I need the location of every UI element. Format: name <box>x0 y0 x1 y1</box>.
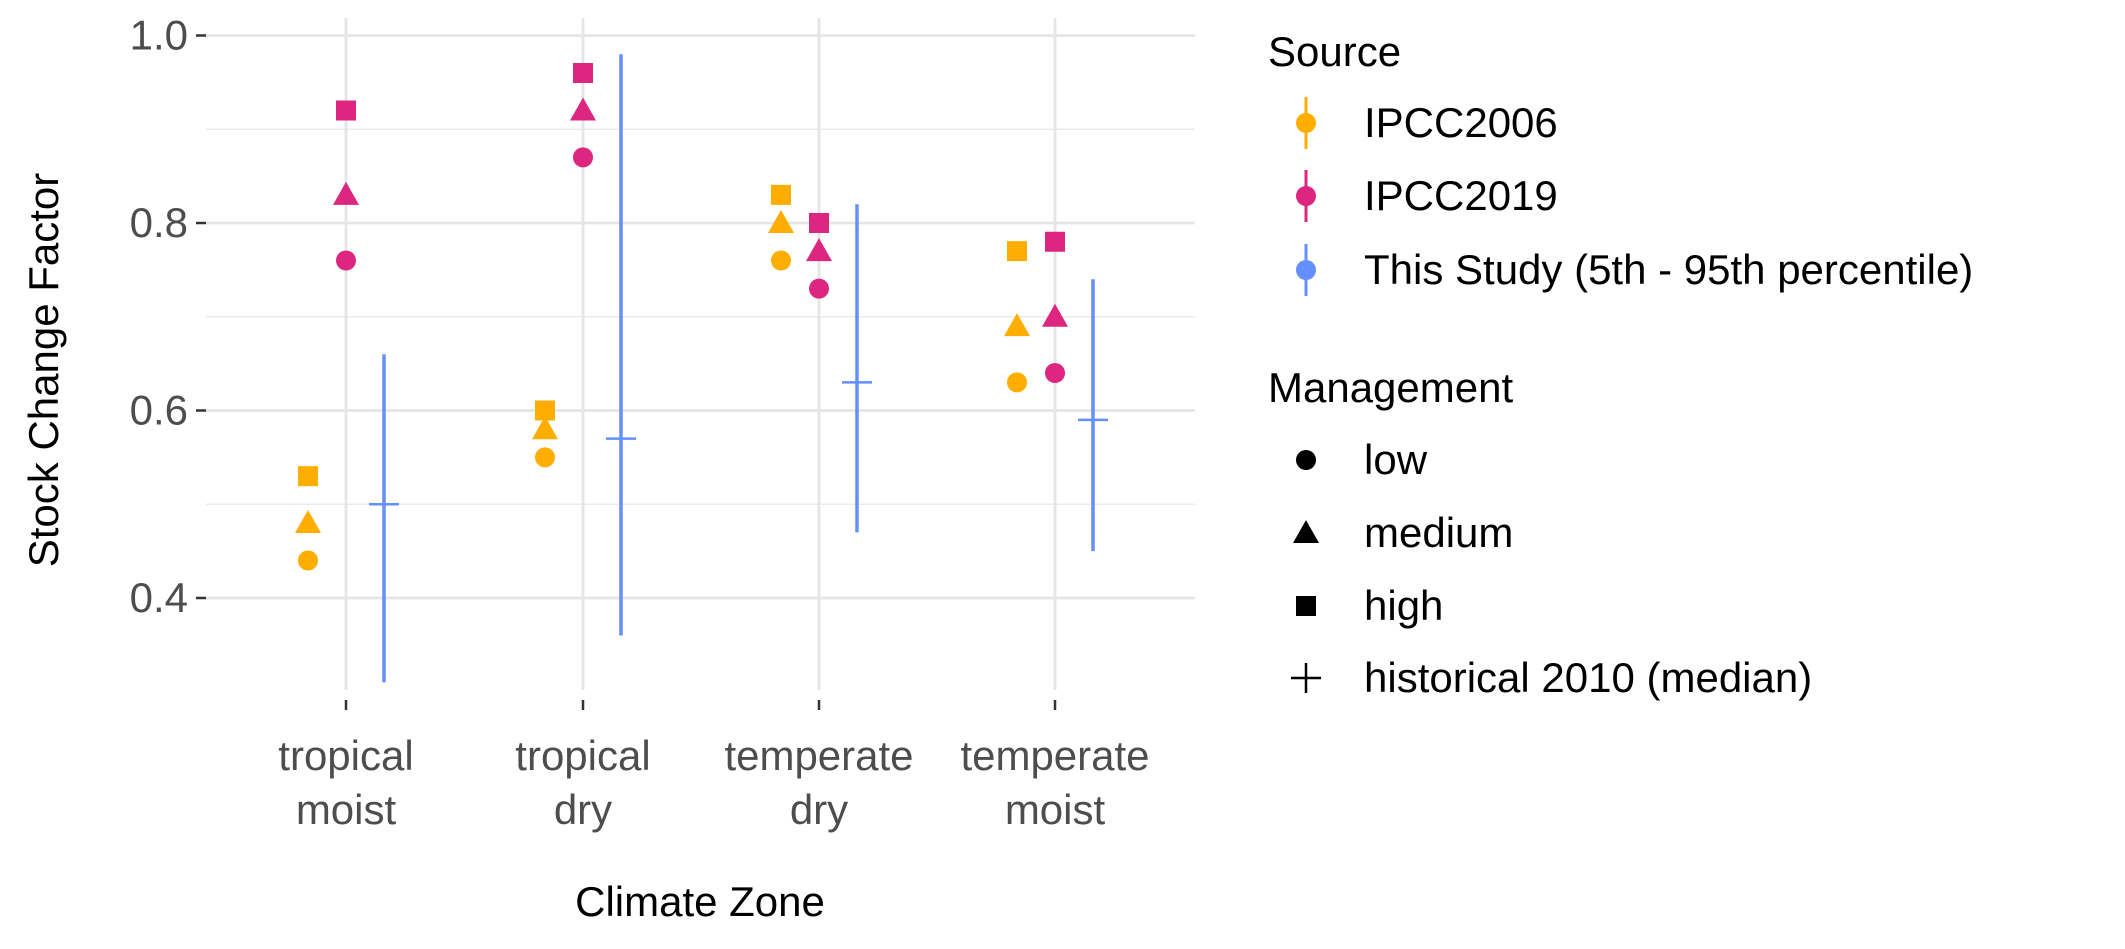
point-medium <box>1042 303 1068 327</box>
x-tick-label: tropical <box>278 732 413 779</box>
legend: Source Management IPCC2006 IPCC2019 This S… <box>1268 28 1973 701</box>
point-low <box>1045 363 1065 383</box>
x-tick-label: moist <box>296 786 397 833</box>
point-low <box>336 250 356 271</box>
point-medium <box>1004 313 1030 337</box>
point-medium <box>570 97 596 121</box>
plot-marks <box>295 54 1108 683</box>
legend-source-item: IPCC2019 <box>1296 170 1558 222</box>
point-medium <box>768 210 794 233</box>
legend-management-item: high <box>1296 582 1443 629</box>
legend-source-item: IPCC2006 <box>1296 97 1558 149</box>
x-axis-title: Climate Zone <box>575 878 825 925</box>
legend-source-dot <box>1296 260 1316 280</box>
point-low <box>573 147 593 168</box>
legend-management-item: medium <box>1293 509 1513 556</box>
point-high <box>298 466 318 487</box>
x-tick-label: moist <box>1005 786 1106 833</box>
y-tick-label: 0.8 <box>130 199 188 246</box>
point-high <box>1045 231 1065 252</box>
legend-management-label: historical 2010 (median) <box>1364 654 1812 701</box>
point-high <box>809 213 829 233</box>
y-axis-title: Stock Change Factor <box>20 173 67 568</box>
legend-management-item: low <box>1296 436 1428 483</box>
legend-source-label: IPCC2006 <box>1364 99 1558 146</box>
legend-management-symbol <box>1296 450 1316 470</box>
point-high <box>771 184 791 205</box>
legend-management-label: high <box>1364 582 1443 629</box>
median-marker <box>1078 404 1108 435</box>
x-tick-label: tropical <box>515 732 650 779</box>
point-high <box>336 100 356 121</box>
legend-source-label: IPCC2019 <box>1364 172 1558 219</box>
point-medium <box>806 238 832 262</box>
legend-management-item: historical 2010 (median) <box>1291 654 1812 701</box>
y-tick-label: 1.0 <box>130 12 188 59</box>
point-low <box>771 250 791 271</box>
point-medium <box>295 510 321 533</box>
legend-source-title: Source <box>1268 28 1401 75</box>
axes: 0.4 0.6 0.8 1.0 tropical moist tropical dry temp… <box>130 12 1150 834</box>
legend-source-label: This Study (5th - 95th percentile) <box>1364 246 1973 293</box>
x-tick-label: temperate <box>724 732 913 779</box>
point-high <box>573 63 593 83</box>
point-low <box>298 550 318 571</box>
legend-management-label: low <box>1364 436 1428 483</box>
point-medium <box>333 181 359 205</box>
x-tick-label: dry <box>790 786 848 833</box>
point-low <box>1007 372 1027 393</box>
legend-source-dot <box>1296 113 1316 133</box>
median-marker <box>369 489 399 520</box>
legend-management-symbol <box>1291 663 1321 693</box>
legend-management-symbol <box>1296 596 1316 616</box>
point-high <box>1007 241 1027 262</box>
y-tick-label: 0.4 <box>130 574 188 621</box>
x-tick-label: temperate <box>960 732 1149 779</box>
point-high <box>535 400 555 421</box>
y-tick-label: 0.6 <box>130 387 188 434</box>
median-marker <box>606 423 636 454</box>
point-low <box>809 278 829 299</box>
median-marker <box>842 367 872 398</box>
plot-panel <box>206 18 1195 690</box>
legend-management-symbol <box>1293 520 1319 543</box>
legend-items: IPCC2006 IPCC2019 This Study (5th - 95th p… <box>1291 97 1973 701</box>
point-low <box>535 447 555 468</box>
x-tick-label: dry <box>554 786 612 833</box>
legend-source-dot <box>1296 186 1316 206</box>
point-medium <box>532 416 558 440</box>
legend-management-label: medium <box>1364 509 1513 556</box>
legend-source-item: This Study (5th - 95th percentile) <box>1296 244 1973 296</box>
legend-management-title: Management <box>1268 364 1513 411</box>
